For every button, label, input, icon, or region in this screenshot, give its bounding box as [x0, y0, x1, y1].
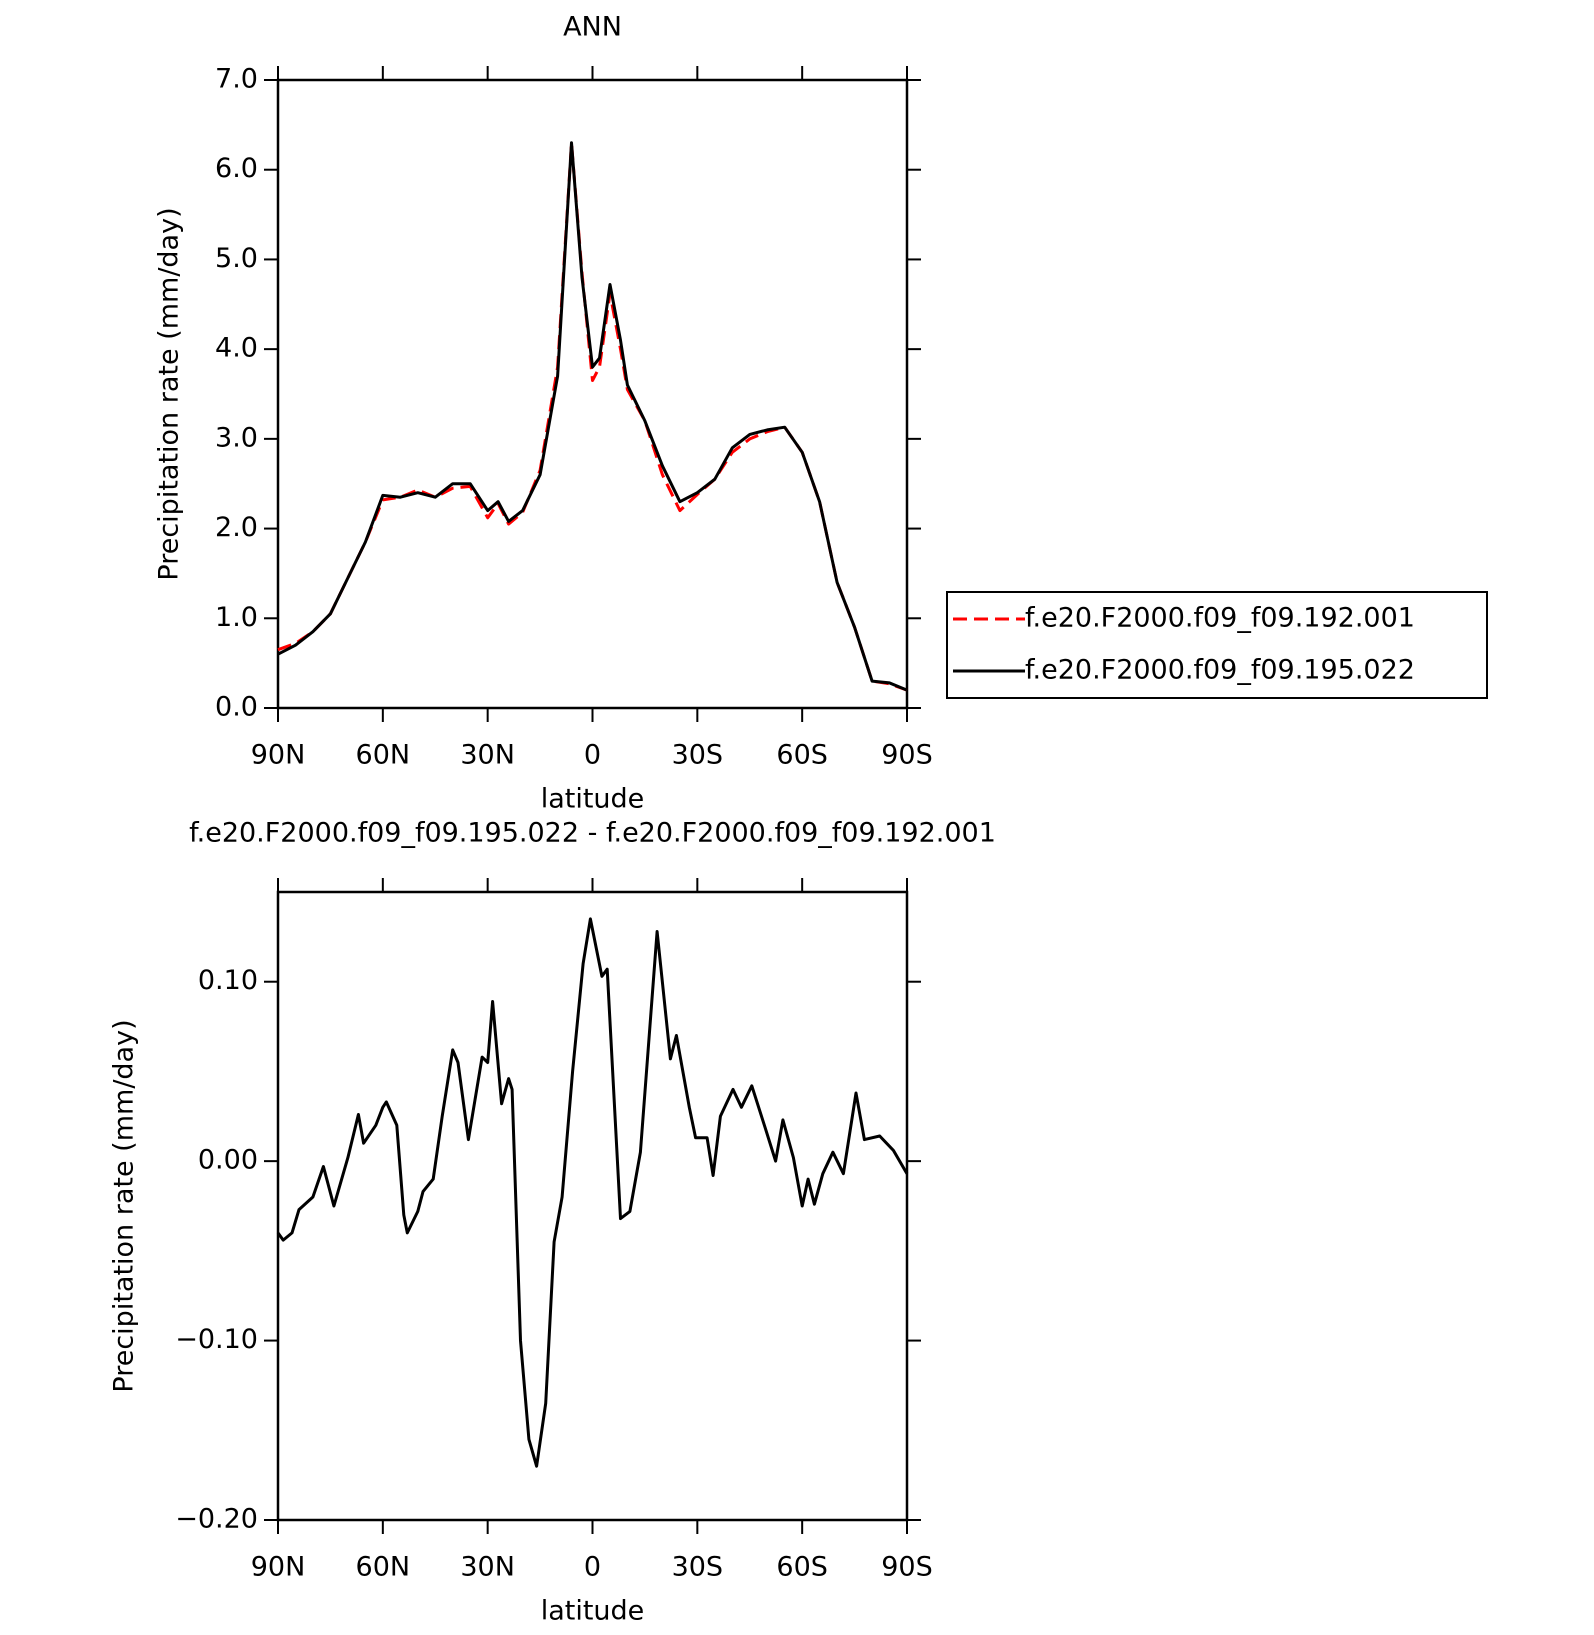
- data-line: [276, 917, 909, 1468]
- y-tick-label: −0.20: [175, 1504, 258, 1535]
- y-tick-label: 3.0: [215, 422, 258, 453]
- y-tick-label: 0.0: [215, 692, 258, 723]
- y-tick-label: 4.0: [215, 333, 258, 364]
- y-tick-label: −0.10: [175, 1324, 258, 1355]
- plot-frame: [276, 78, 909, 710]
- y-axis-label: Precipitation rate (mm/day): [109, 1019, 140, 1392]
- y-tick-label: 6.0: [215, 153, 258, 184]
- y-tick-label: 0.10: [198, 965, 258, 996]
- x-tick-label: 30S: [672, 1552, 724, 1583]
- legend-box: [946, 591, 1488, 699]
- x-tick-label: 90S: [881, 740, 933, 771]
- x-tick-label: 90N: [251, 1552, 306, 1583]
- x-tick-label: 60S: [776, 1552, 828, 1583]
- y-tick-label: 1.0: [215, 602, 258, 633]
- x-tick-label: 30N: [460, 740, 515, 771]
- x-tick-label: 60S: [776, 740, 828, 771]
- chart-title: f.e20.F2000.f09_f09.195.022 - f.e20.F200…: [189, 818, 996, 849]
- plot-frame: [276, 890, 909, 1522]
- x-tick-label: 90N: [251, 740, 306, 771]
- y-tick-label: 0.00: [198, 1145, 258, 1176]
- legend-label: f.e20.F2000.f09_f09.192.001: [1025, 603, 1415, 634]
- x-tick-label: 30S: [672, 740, 724, 771]
- x-tick-label: 0: [584, 740, 601, 771]
- chart-title: ANN: [563, 12, 622, 43]
- data-line: [277, 141, 908, 692]
- x-tick-label: 60N: [356, 740, 411, 771]
- x-tick-label: 0: [584, 1552, 601, 1583]
- x-tick-label: 30N: [460, 1552, 515, 1583]
- x-tick-label: 60N: [356, 1552, 411, 1583]
- x-axis-label: latitude: [541, 1596, 645, 1627]
- legend-label: f.e20.F2000.f09_f09.195.022: [1025, 655, 1415, 686]
- x-axis-label: latitude: [541, 784, 645, 815]
- y-tick-label: 2.0: [215, 512, 258, 543]
- y-axis-label: Precipitation rate (mm/day): [154, 207, 185, 580]
- y-tick-label: 7.0: [215, 64, 258, 95]
- x-tick-label: 90S: [881, 1552, 933, 1583]
- data-line: [277, 141, 908, 692]
- y-tick-label: 5.0: [215, 243, 258, 274]
